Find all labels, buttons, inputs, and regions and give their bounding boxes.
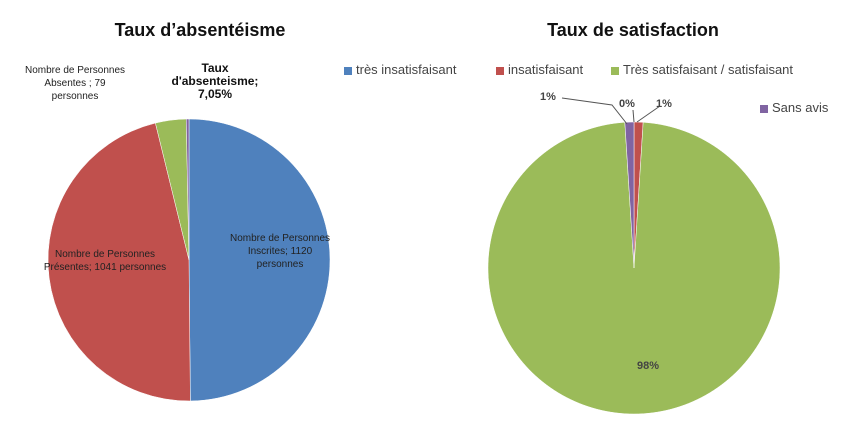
category-name: Nombre de Personnes Présentes;: [43, 249, 156, 273]
legend-swatch: [496, 66, 504, 75]
pie-slice: [185, 118, 190, 261]
pie-slice: [487, 122, 781, 415]
legend-swatch: [611, 66, 619, 75]
chart-title: Taux de satisfaction: [547, 20, 719, 40]
leader-line: [632, 109, 635, 123]
value-label: 1041 personnes: [94, 262, 167, 273]
value-label: 98%: [637, 360, 660, 372]
pie-slice: [188, 118, 331, 402]
legend-swatch: [760, 104, 768, 113]
legend-swatch: [344, 66, 352, 75]
value-label: ; 79 personnes: [51, 78, 106, 102]
pie-slice: [47, 122, 191, 402]
legend-label: Très satisfaisant / satisfaisant: [623, 62, 794, 77]
legend-label: très insatisfaisant: [356, 62, 457, 77]
legend-entry: Très satisfaisant / satisfaisant: [611, 62, 793, 77]
category-name: Nombre de Personnes Inscrites;: [229, 233, 331, 257]
value-label: 1120 personnes: [256, 246, 313, 270]
data-label: Taux d'absenteisme; 7,05%: [160, 62, 270, 101]
legend-label: Sans avis: [772, 100, 829, 115]
category-name: Taux d'absenteisme;: [171, 61, 259, 88]
category-name: Nombre de Personnes Absentes: [24, 65, 126, 89]
legend-entry: Sans avis: [760, 100, 828, 115]
legend-entry: très insatisfaisant: [344, 62, 456, 77]
chart-title: Taux d’absentéisme: [114, 20, 286, 40]
data-label: Nombre de Personnes Absentes ; 79 person…: [20, 64, 130, 103]
legend-entry: insatisfaisant: [496, 62, 583, 77]
leader-line: [636, 105, 661, 123]
value-label: 0%: [619, 98, 635, 110]
value-label: 7,05%: [197, 87, 233, 101]
data-label: Nombre de Personnes Inscrites; 1120 pers…: [225, 232, 335, 271]
value-label: 1%: [656, 98, 672, 110]
legend-label: insatisfaisant: [508, 62, 584, 77]
data-label: Nombre de Personnes Présentes; 1041 pers…: [40, 248, 170, 274]
value-label: 1%: [540, 91, 556, 103]
leader-line: [561, 97, 628, 125]
